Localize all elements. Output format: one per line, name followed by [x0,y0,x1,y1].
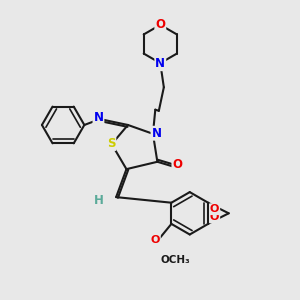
Text: O: O [151,235,160,244]
Text: N: N [152,127,161,140]
Text: S: S [107,137,116,150]
Text: O: O [172,158,182,171]
Text: O: O [210,212,219,222]
Text: N: N [94,111,103,124]
Text: H: H [94,194,103,207]
Text: O: O [210,204,219,214]
Text: OCH₃: OCH₃ [160,255,190,266]
Text: O: O [155,18,165,31]
Text: N: N [155,57,165,70]
